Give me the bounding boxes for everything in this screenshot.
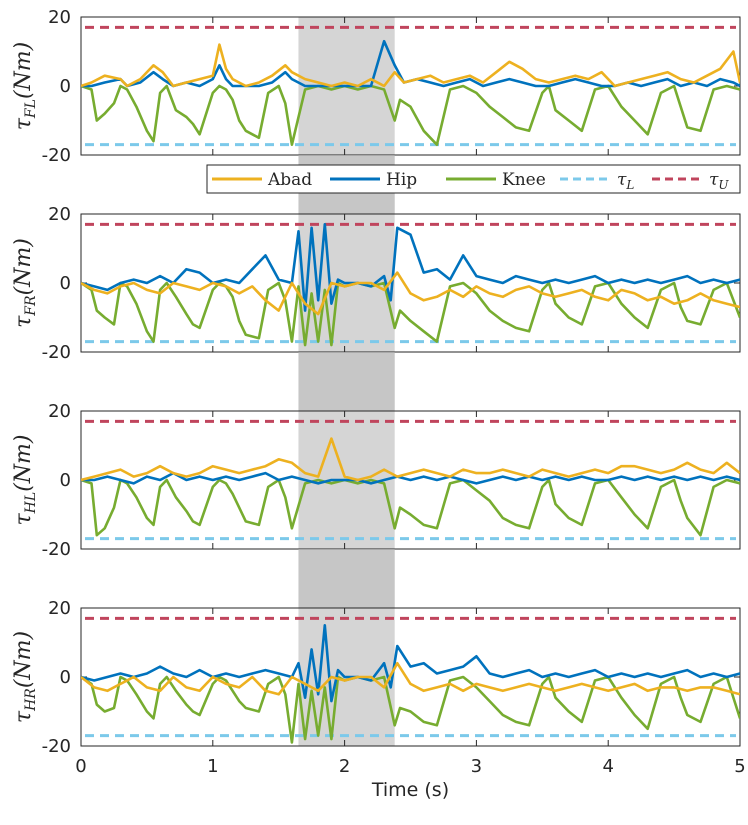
y-tick-label-fl-1: 0	[60, 76, 71, 97]
x-axis-label: Time (s)	[371, 779, 449, 801]
y-axis-label-hl: τHL(Nm)	[11, 435, 39, 526]
series-line-knee-hl	[81, 478, 740, 537]
y-tick-label-hr-1: 0	[60, 667, 71, 688]
series-line-hip-fr	[81, 223, 740, 312]
axes-frame-hr	[80, 607, 741, 747]
legend: Abad Hip Knee τL τU	[206, 164, 741, 194]
x-tick-label-2: 2	[339, 756, 350, 777]
y-tick-label-hr-2: -20	[42, 736, 71, 757]
legend-label-knee: Knee	[502, 170, 546, 190]
y-axis-label-fr: τFR(Nm)	[11, 238, 39, 328]
y-tick-label-fl-2: -20	[42, 145, 71, 166]
y-axis-label-fl: τFL(Nm)	[11, 42, 39, 130]
x-tick-label-3: 3	[471, 756, 482, 777]
x-tick-label-1: 1	[207, 756, 218, 777]
y-tick-label-fl-0: 20	[48, 7, 71, 28]
series-line-abad-fr	[81, 271, 740, 316]
series-line-hip-hr	[81, 623, 740, 703]
y-tick-label-hr-0: 20	[48, 598, 71, 619]
y-axis-label-hr: τHR(Nm)	[11, 631, 39, 723]
x-tick-label-5: 5	[734, 756, 745, 777]
legend-label-hip: Hip	[386, 170, 417, 190]
y-tick-label-fr-1: 0	[60, 273, 71, 294]
legend-label-abad: Abad	[267, 170, 312, 190]
legend-label-tau-l: τL	[617, 170, 634, 192]
y-tick-label-fr-0: 20	[48, 204, 71, 225]
shaded-region-hr	[298, 549, 395, 746]
series-line-abad-fl	[81, 43, 740, 88]
y-tick-label-hl-1: 0	[60, 470, 71, 491]
series-line-knee-fl	[81, 84, 740, 146]
x-tick-label-0: 0	[75, 756, 86, 777]
series-line-abad-hl	[81, 437, 740, 482]
series-line-abad-hr	[81, 661, 740, 696]
series-line-hip-hl	[81, 471, 740, 485]
y-tick-label-hl-0: 20	[48, 401, 71, 422]
x-tick-label-4: 4	[602, 756, 613, 777]
y-tick-label-hl-2: -20	[42, 539, 71, 560]
y-tick-label-fr-2: -20	[42, 342, 71, 363]
legend-label-tau-u: τU	[709, 170, 729, 192]
